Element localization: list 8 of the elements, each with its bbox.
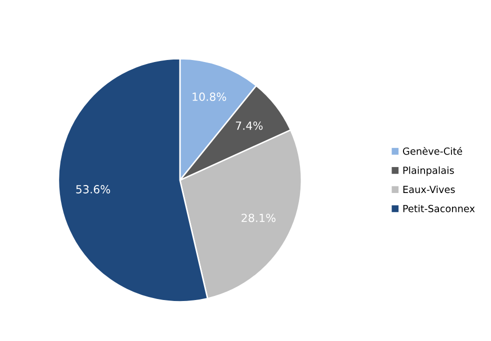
data-label: 7.4%: [236, 121, 263, 130]
legend-label: Genève-Cité: [402, 146, 462, 155]
legend-label: Plainpalais: [403, 166, 454, 176]
data-label: 10.8%: [192, 92, 226, 101]
legend-label: Eaux-Vives: [403, 186, 455, 194]
data-label: 28.1%: [242, 214, 276, 222]
legend-label: Petit-Saconnex: [403, 204, 475, 212]
data-label: 53.6%: [76, 185, 110, 194]
